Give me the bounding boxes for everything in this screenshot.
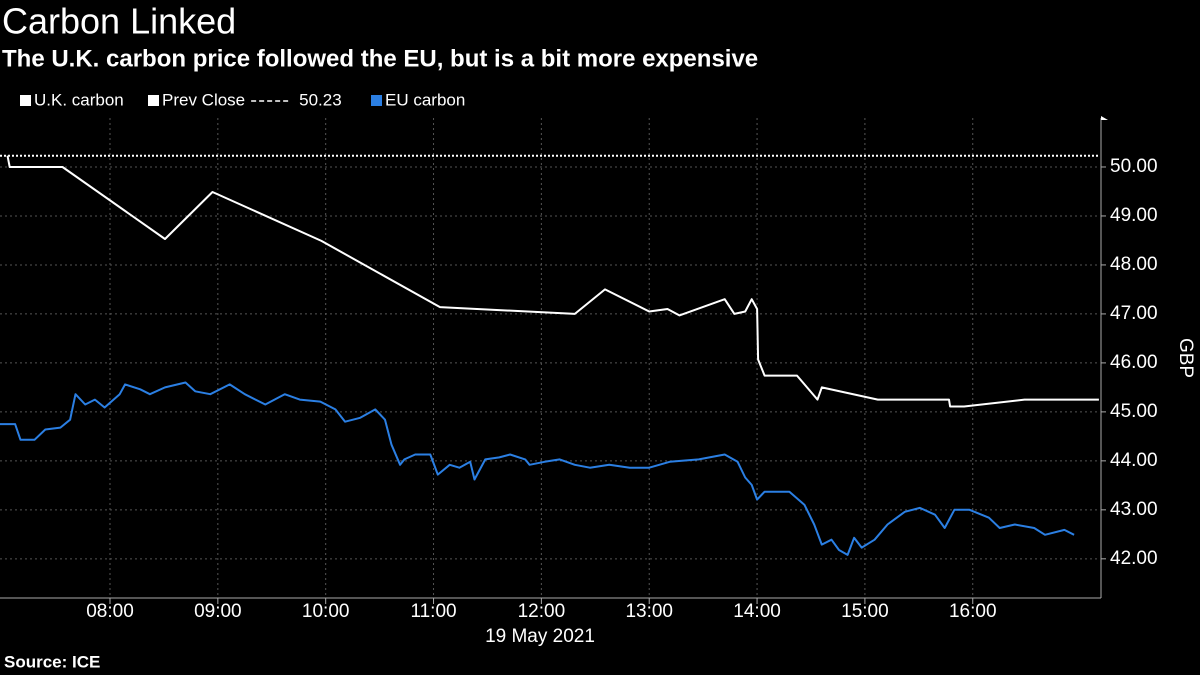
x-tick-label: 14:00: [733, 601, 781, 622]
x-tick-label: 10:00: [302, 601, 350, 622]
y-tick-label: 46.00: [1110, 352, 1158, 373]
axis-arrow: [1101, 116, 1108, 120]
source: Source: ICE: [4, 652, 100, 671]
y-tick-label: 44.00: [1110, 450, 1158, 471]
y-axis-label: GBP: [1175, 338, 1196, 378]
y-tick-label: 48.00: [1110, 254, 1158, 275]
legend-label: EU carbon: [385, 90, 465, 109]
legend-swatch: [20, 95, 31, 106]
legend-label: U.K. carbon: [34, 90, 124, 109]
y-tick-label: 42.00: [1110, 548, 1158, 569]
series-line: [0, 381, 1075, 556]
chart-title: Carbon Linked: [2, 1, 236, 42]
legend-value: 50.23: [299, 90, 342, 109]
y-tick-label: 47.00: [1110, 303, 1158, 324]
x-tick-label: 08:00: [86, 601, 134, 622]
x-tick-label: 13:00: [625, 601, 673, 622]
x-tick-label: 16:00: [949, 601, 997, 622]
x-tick-label: 11:00: [410, 601, 456, 622]
y-tick-label: 43.00: [1110, 499, 1158, 520]
x-tick-label: 09:00: [194, 601, 242, 622]
x-tick-label: 12:00: [518, 601, 566, 622]
y-tick-label: 50.00: [1110, 156, 1158, 177]
legend-swatch: [148, 95, 159, 106]
legend-label: Prev Close: [162, 90, 245, 109]
chart-subtitle: The U.K. carbon price followed the EU, b…: [2, 45, 758, 72]
x-tick-label: 15:00: [841, 601, 889, 622]
x-axis-label: 19 May 2021: [485, 626, 595, 647]
series-line: [6, 155, 1099, 408]
y-tick-label: 45.00: [1110, 401, 1158, 422]
y-tick-label: 49.00: [1110, 205, 1158, 226]
legend-swatch: [371, 95, 382, 106]
